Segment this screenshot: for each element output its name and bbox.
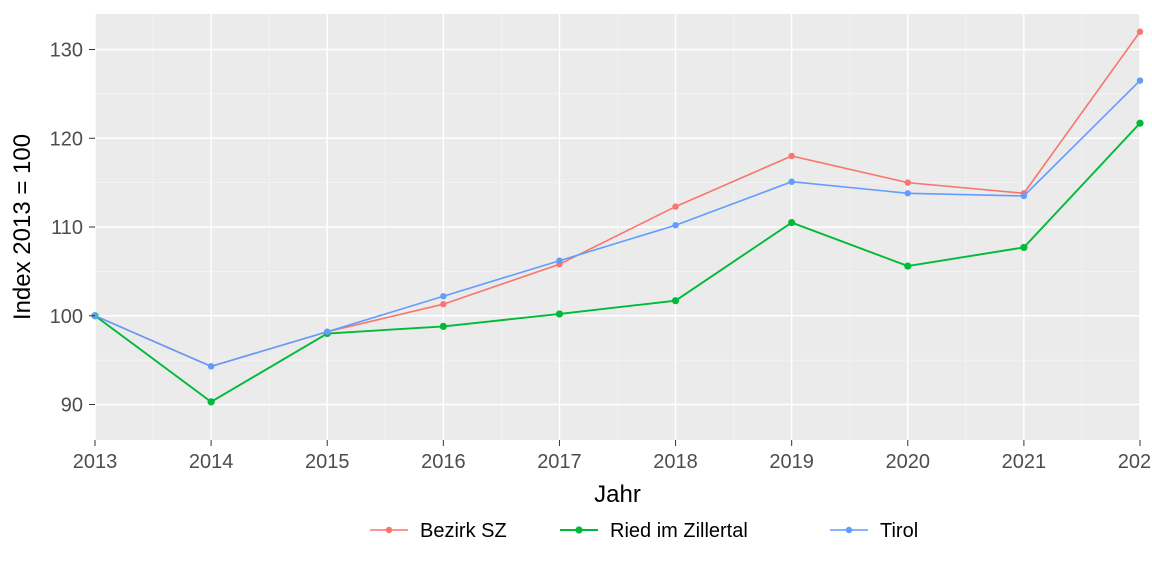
series-point: [208, 398, 215, 405]
y-axis-title: Index 2013 = 100: [9, 134, 36, 320]
x-tick-label: 2016: [421, 451, 466, 473]
x-tick-label: 2020: [886, 451, 931, 473]
x-axis-title: Jahr: [594, 481, 641, 508]
series-point: [905, 179, 911, 185]
legend-swatch-point: [846, 527, 852, 533]
x-tick-label: 2015: [305, 451, 350, 473]
series-point: [672, 222, 678, 228]
x-tick-label: 2018: [653, 451, 698, 473]
series-point: [440, 293, 446, 299]
series-point: [905, 190, 911, 196]
series-point: [904, 262, 911, 269]
line-chart: 2013 2014 2015 2016 2017 2018 2019 2020 2021 2022…: [0, 0, 1152, 576]
series-point: [556, 310, 563, 317]
x-tick-label: 2019: [769, 451, 814, 473]
y-tick-label: 100: [50, 306, 83, 328]
x-tick-label: 2017: [537, 451, 582, 473]
series-point: [1021, 193, 1027, 199]
series-point: [1137, 77, 1143, 83]
series-point: [1137, 29, 1143, 35]
series-point: [556, 258, 562, 264]
series-point: [672, 297, 679, 304]
legend-swatch-point: [575, 526, 582, 533]
series-point: [440, 323, 447, 330]
legend-label: Ried im Zillertal: [610, 520, 748, 542]
chart-svg: 2013 2014 2015 2016 2017 2018 2019 2020 2021 2022…: [0, 0, 1152, 576]
y-tick-label: 120: [50, 128, 83, 150]
legend-label: Tirol: [880, 520, 918, 542]
y-tick-label: 110: [51, 217, 83, 239]
x-tick-label: 2013: [73, 451, 118, 473]
y-tick-label: 90: [61, 395, 83, 417]
series-point: [324, 329, 330, 335]
series-point: [788, 219, 795, 226]
x-tick-label: 2021: [1002, 451, 1047, 473]
y-tick-label: 130: [50, 40, 83, 62]
series-point: [672, 203, 678, 209]
series-point: [788, 153, 794, 159]
series-point: [1136, 120, 1143, 127]
x-tick-label: 2014: [189, 451, 234, 473]
legend-label: Bezirk SZ: [420, 520, 507, 542]
x-tick-label: 2022: [1118, 451, 1152, 473]
series-point: [1020, 244, 1027, 251]
legend-swatch-point: [386, 527, 392, 533]
series-point: [788, 179, 794, 185]
series-point: [440, 301, 446, 307]
series-point: [208, 363, 214, 369]
